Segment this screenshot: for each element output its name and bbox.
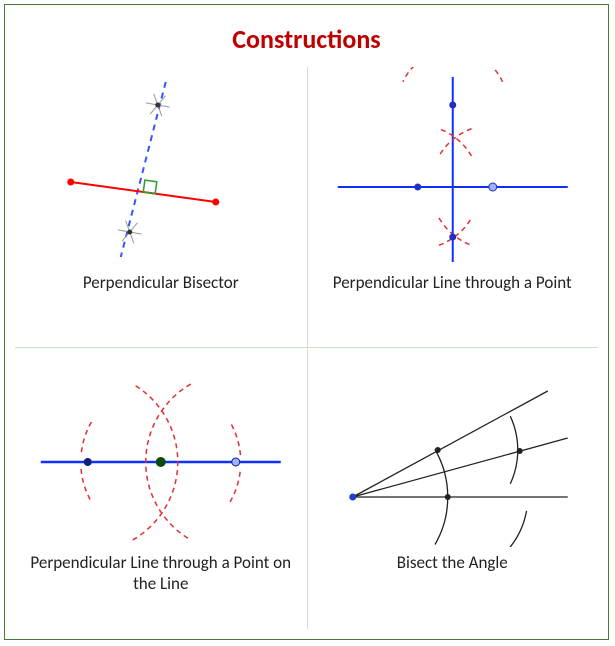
bisect-angle-diagram	[307, 347, 599, 547]
panel-bottom-left: Perpendicular Line through a Point on th…	[15, 347, 307, 627]
perpendicular-on-line-diagram	[15, 347, 307, 547]
panel-top-left: Perpendicular Bisector	[15, 67, 307, 347]
caption-bottom-left: Perpendicular Line through a Point on th…	[15, 552, 307, 595]
grid-container: Perpendicular Bisector Perpendicular Lin…	[15, 67, 598, 629]
perpendicular-through-point-diagram	[307, 67, 599, 267]
perpendicular-bisector-diagram	[15, 67, 307, 267]
card-title: Constructions	[5, 5, 608, 63]
caption-top-left: Perpendicular Bisector	[15, 272, 307, 293]
constructions-card: Constructions Perpendicular Bisector Per…	[4, 4, 609, 640]
caption-top-right: Perpendicular Line through a Point	[307, 272, 599, 293]
panel-top-right: Perpendicular Line through a Point	[307, 67, 599, 347]
panel-bottom-right: Bisect the Angle	[307, 347, 599, 627]
caption-bottom-right: Bisect the Angle	[307, 552, 599, 573]
